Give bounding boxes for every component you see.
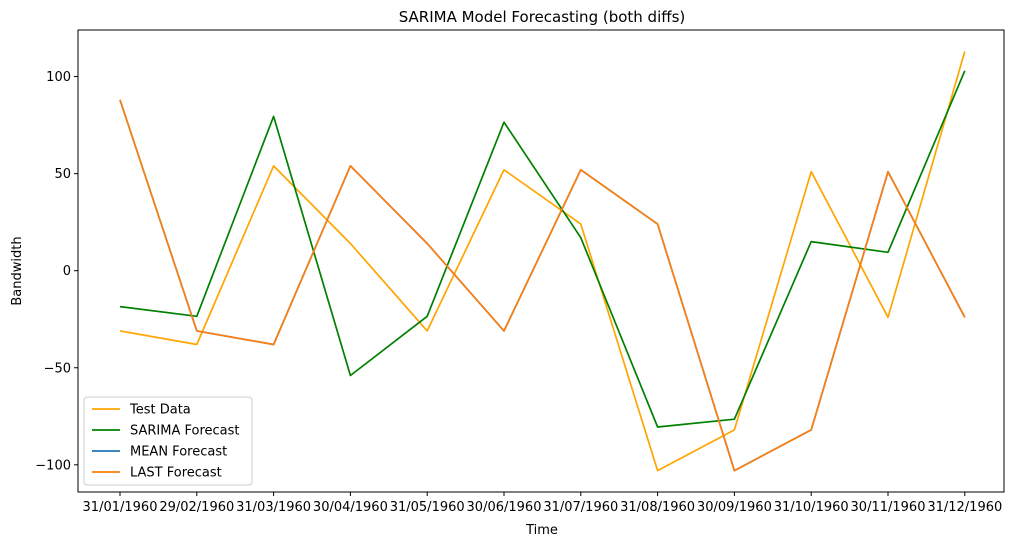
x-tick-label: 29/02/1960 <box>159 500 234 515</box>
y-axis-label: Bandwidth <box>10 236 25 305</box>
x-tick-label: 31/03/1960 <box>236 500 311 515</box>
x-tick-label: 31/05/1960 <box>390 500 465 515</box>
x-tick-label: 30/04/1960 <box>313 500 388 515</box>
series-line-test-data <box>119 51 966 472</box>
x-tick-label: 31/07/1960 <box>543 500 618 515</box>
x-tick-label: 30/06/1960 <box>467 500 542 515</box>
y-tick-label: −50 <box>44 361 71 376</box>
legend-label: LAST Forecast <box>130 466 222 481</box>
y-tick-label: 50 <box>54 167 71 182</box>
x-tick-label: 30/11/1960 <box>851 500 926 515</box>
x-tick-label: 30/09/1960 <box>697 500 772 515</box>
y-tick-label: 0 <box>63 264 71 279</box>
series-line-last-forecast <box>119 99 966 472</box>
legend-label: Test Data <box>129 403 191 418</box>
x-tick-label: 31/12/1960 <box>927 500 1002 515</box>
x-tick-label: 31/08/1960 <box>620 500 695 515</box>
y-tick-label: 100 <box>46 70 71 85</box>
chart-title: SARIMA Model Forecasting (both diffs) <box>399 8 686 26</box>
plot-frame <box>77 29 1005 493</box>
x-tick-label: 31/01/1960 <box>83 500 158 515</box>
legend-label: SARIMA Forecast <box>130 424 240 439</box>
y-tick-label: −100 <box>35 458 71 473</box>
legend-box <box>83 396 253 486</box>
legend-label: MEAN Forecast <box>130 445 227 460</box>
axes-layer: −100 −50 0 50 100 31/01/1960 29/02/1960 31/03/1… <box>35 29 1005 515</box>
series-line-sarima-forecast <box>119 70 966 428</box>
series-layer <box>119 51 966 472</box>
x-tick-label: 31/10/1960 <box>774 500 849 515</box>
legend: Test Data SARIMA Forecast MEAN Forecast LAS… <box>83 396 253 486</box>
x-axis-label: Time <box>525 523 558 538</box>
